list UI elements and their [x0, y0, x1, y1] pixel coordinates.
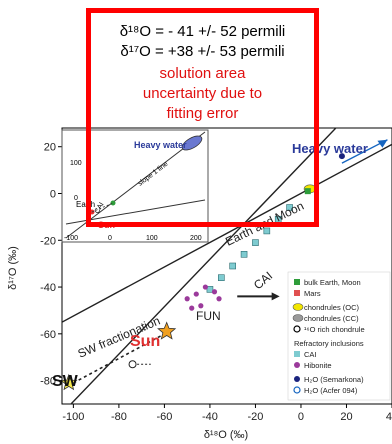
legend: bulk Earth, Moon Mars chondrules (OC) chond… — [287, 271, 391, 401]
hibonite-point — [184, 296, 190, 302]
label-heavy-water: Heavy water — [292, 141, 368, 156]
y-tick-label: 0 — [50, 188, 56, 200]
label-sun: Sun — [130, 333, 160, 350]
legend-marker — [294, 290, 300, 296]
legend-marker — [294, 376, 300, 382]
x-tick-label: 20 — [340, 411, 352, 423]
callout-d17o-line: δ¹⁷O = +38 +/- 53 permili — [120, 43, 285, 60]
cai-point — [206, 286, 214, 293]
legend-label: ¹⁶O rich chondrule — [304, 325, 365, 334]
x-axis-label: δ¹⁸O (‰) — [204, 429, 248, 441]
legend-marker — [294, 362, 300, 368]
x-tick-label: 0 — [298, 411, 304, 423]
inset-x-tick-100: 100 — [146, 235, 158, 242]
legend-label: Mars — [304, 289, 321, 298]
cai-point — [229, 262, 236, 270]
inset-heavy-water-cluster — [181, 135, 203, 151]
x-tick-label: -80 — [111, 411, 127, 423]
inset-earth-point — [110, 200, 116, 206]
legend-label: Hibonite — [304, 361, 332, 370]
semarkona-point — [338, 153, 345, 160]
line-sw-fractionation — [73, 330, 170, 384]
label-sw: SW — [52, 373, 79, 390]
y-tick-label: 20 — [44, 142, 56, 154]
inset-earth-label: Earth — [76, 200, 95, 209]
inset-x-tick-0: 0 — [108, 235, 112, 242]
y-tick-label: -80 — [40, 376, 56, 388]
sw-star — [62, 373, 78, 391]
callout-note-2: uncertainty due to — [142, 85, 263, 102]
inset-y-tick-0: 0 — [74, 195, 78, 202]
hibonite-point — [216, 296, 222, 302]
callout-note-3: fitting error — [166, 105, 239, 122]
line-earth-and-moon — [62, 143, 392, 323]
y-tick-label: -40 — [40, 282, 56, 294]
legend-label: H₂O (Semarkona) — [304, 375, 364, 384]
cai-point — [286, 204, 293, 211]
x-axis-ticks: -100 -80 -60 -40 -20 0 20 40 — [62, 404, 392, 423]
cai-point — [218, 274, 225, 281]
legend-label: bulk Earth, Moon — [304, 278, 361, 287]
inset-heavy-water-label: Heavy water — [134, 140, 187, 150]
hibonite-point — [198, 303, 204, 309]
legend-label: chondrules (CC) — [304, 314, 359, 323]
legend-marker — [294, 351, 300, 357]
inset-x-tick-200: 200 — [190, 235, 202, 242]
x-tick-label: -60 — [156, 411, 172, 423]
legend-marker — [293, 325, 301, 333]
legend-label: CAI — [304, 350, 317, 359]
callout-box: δ¹⁸O = - 41 +/- 52 permili δ¹⁷O = +38 +/… — [86, 8, 319, 227]
legend-marker — [294, 279, 300, 285]
x-tick-label: -20 — [247, 411, 263, 423]
line-cai — [70, 128, 337, 404]
heavy-water-arrowhead — [377, 139, 388, 148]
label-fun: FUN — [196, 309, 221, 323]
y-axis-label: δ¹⁷O (‰) — [7, 246, 19, 290]
cai-point — [240, 251, 248, 258]
hibonite-point — [202, 284, 208, 290]
cai-point — [263, 227, 271, 235]
y-tick-label: -20 — [40, 235, 56, 247]
hibonite-point — [189, 305, 195, 311]
legend-label: chondrules (OC) — [304, 303, 360, 312]
legend-box — [287, 271, 391, 401]
hibonite-point — [211, 289, 218, 295]
x-tick-label: 40 — [386, 411, 392, 423]
legend-marker — [292, 314, 304, 322]
x-tick-label: -100 — [62, 411, 84, 423]
inset-y-tick-100: 100 — [70, 160, 82, 167]
fun-arrowhead — [271, 292, 280, 301]
y-axis-ticks: -80 -60 -40 -20 0 20 — [40, 142, 62, 388]
callout-note-1: solution area — [159, 65, 246, 82]
callout-d18o-line: δ¹⁸O = - 41 +/- 52 permili — [119, 23, 286, 40]
legend-label: H₂O (Acfer 094) — [304, 386, 358, 395]
hibonite-point — [193, 291, 199, 297]
legend-marker — [293, 386, 301, 394]
cai-point — [252, 239, 259, 246]
fun-open-circle — [128, 360, 137, 369]
y-tick-label: -60 — [40, 329, 56, 341]
inset-cai-label: CAI — [94, 201, 106, 215]
legend-marker — [292, 303, 304, 311]
earth-point — [304, 188, 311, 195]
x-tick-label: -40 — [202, 411, 218, 423]
sun-star — [157, 321, 177, 340]
legend-label: Refractory inclusions — [294, 339, 364, 348]
inset-x-tick--100: -100 — [64, 235, 78, 242]
